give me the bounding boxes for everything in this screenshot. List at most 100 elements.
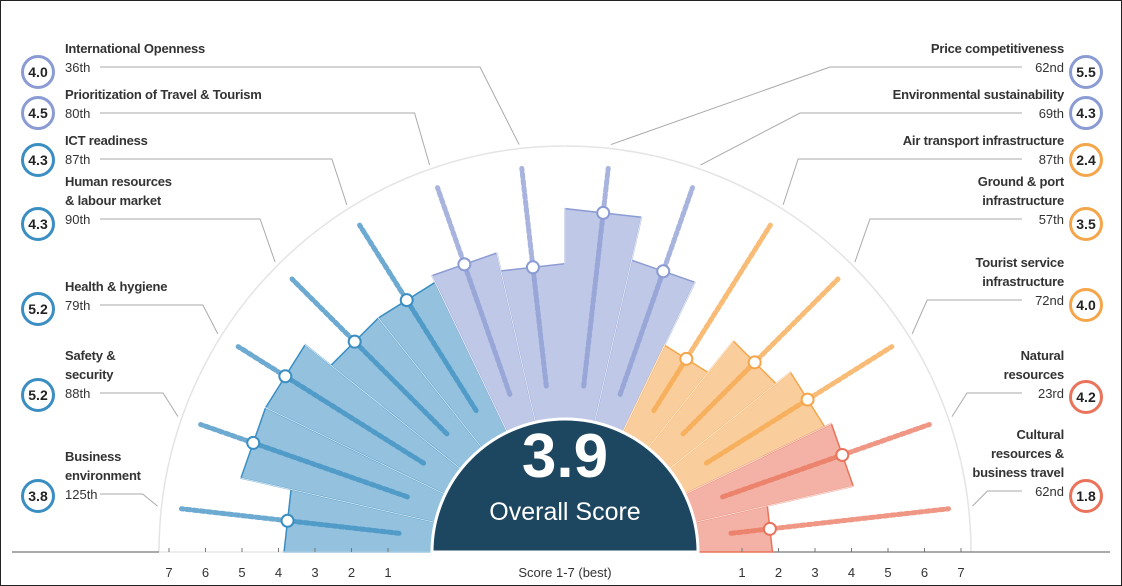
pillar-label: Human resources & labour market 90th bbox=[65, 172, 172, 229]
score-marker bbox=[457, 257, 472, 272]
score-badge: 5.5 bbox=[1069, 55, 1103, 89]
pillar-name: Tourist service infrastructure bbox=[975, 255, 1064, 289]
pillar-name: Business environment bbox=[65, 449, 141, 483]
overall-score: 3.9 bbox=[522, 422, 608, 491]
pillar-rank: 87th bbox=[65, 152, 91, 167]
leader-line bbox=[100, 112, 431, 166]
distribution bbox=[617, 185, 695, 397]
distribution bbox=[435, 185, 513, 397]
x-tick-label: 3 bbox=[811, 565, 818, 580]
leader-line bbox=[972, 490, 1022, 507]
pillar-name: Air transport infrastructure bbox=[902, 133, 1064, 148]
score-badge: 1.8 bbox=[1069, 479, 1103, 513]
overall-label: Overall Score bbox=[489, 498, 640, 526]
score-badge: 4.0 bbox=[21, 55, 55, 89]
score-badge: 3.8 bbox=[21, 479, 55, 513]
pillar-label: Cultural resources & business travel 62nd bbox=[972, 425, 1064, 501]
pillar-rank: 62nd bbox=[1035, 484, 1064, 499]
score-marker bbox=[679, 351, 694, 366]
leader-line bbox=[610, 66, 1022, 146]
leader-line bbox=[951, 392, 1022, 417]
x-tick-label: 6 bbox=[202, 565, 209, 580]
pillar-name: Human resources & labour market bbox=[65, 174, 172, 208]
pillar-label: International Openness 36th bbox=[65, 39, 205, 77]
score-badge: 4.3 bbox=[1069, 96, 1103, 130]
score-marker bbox=[835, 447, 850, 462]
distribution bbox=[357, 222, 479, 414]
pillar-name: Ground & port infrastructure bbox=[977, 174, 1064, 208]
score-marker bbox=[278, 369, 293, 384]
distribution bbox=[651, 222, 773, 414]
score-badge: 4.3 bbox=[21, 207, 55, 241]
x-axis-label: Score 1-7 (best) bbox=[518, 565, 611, 580]
score-marker bbox=[246, 435, 261, 450]
pillar-rank: 62nd bbox=[1035, 60, 1064, 75]
pillar-rank: 23rd bbox=[1037, 386, 1064, 401]
leader-line bbox=[100, 218, 276, 263]
pillar-name: ICT readiness bbox=[65, 133, 148, 148]
x-tick-label: 2 bbox=[348, 565, 355, 580]
distribution bbox=[235, 344, 427, 466]
pillar-label: Environmental sustainability 69th bbox=[892, 85, 1065, 123]
score-marker bbox=[596, 205, 611, 220]
pillar-label: Safety & security 88th bbox=[65, 346, 116, 403]
leader-line bbox=[100, 392, 179, 417]
center-disc bbox=[430, 417, 700, 554]
leader-line bbox=[100, 158, 348, 205]
score-marker bbox=[747, 355, 762, 370]
leader-line bbox=[700, 112, 1022, 166]
pillar-rank: 72nd bbox=[1035, 293, 1064, 308]
pillar-label: Air transport infrastructure 87th bbox=[903, 131, 1064, 169]
pillar-label: ICT readiness 87th bbox=[65, 131, 148, 169]
pillar-name: Natural resources bbox=[1003, 348, 1065, 382]
pillar-rank: 79th bbox=[65, 298, 91, 313]
pillar-rank: 125th bbox=[65, 487, 98, 502]
x-tick-label: 7 bbox=[165, 565, 172, 580]
x-tick-label: 4 bbox=[848, 565, 855, 580]
pillar-rank: 90th bbox=[65, 212, 91, 227]
distribution bbox=[703, 344, 895, 466]
score-marker bbox=[800, 392, 815, 407]
pillar-rank: 87th bbox=[1038, 152, 1064, 167]
distribution bbox=[581, 165, 611, 389]
pillar-name: Prioritization of Travel & Tourism bbox=[65, 87, 262, 102]
score-badge: 4.0 bbox=[1069, 288, 1103, 322]
x-tick-label: 1 bbox=[384, 565, 391, 580]
score-badge: 5.2 bbox=[21, 292, 55, 326]
x-tick-label: 6 bbox=[921, 565, 928, 580]
pillar-name: Price competitiveness bbox=[930, 41, 1064, 56]
pillar-name: Health & hygiene bbox=[65, 279, 168, 294]
score-marker bbox=[525, 260, 540, 275]
score-badge: 4.5 bbox=[21, 96, 55, 130]
distribution bbox=[720, 422, 932, 500]
leader-line bbox=[100, 493, 158, 507]
pillar-name: Environmental sustainability bbox=[892, 87, 1065, 102]
score-badge: 4.2 bbox=[1069, 380, 1103, 414]
x-tick-label: 5 bbox=[884, 565, 891, 580]
x-tick-label: 5 bbox=[238, 565, 245, 580]
pillar-rank: 57th bbox=[1038, 212, 1064, 227]
distribution bbox=[519, 165, 549, 389]
leader-line bbox=[782, 158, 1022, 205]
pillar-label: Natural resources 23rd bbox=[1003, 346, 1065, 403]
leader-line bbox=[100, 304, 219, 335]
score-badge: 5.2 bbox=[21, 378, 55, 412]
pillar-rank: 69th bbox=[1038, 106, 1064, 121]
distribution bbox=[198, 422, 410, 500]
score-marker bbox=[656, 264, 671, 279]
leader-line bbox=[100, 66, 520, 145]
pillar-label: Tourist service infrastructure 72nd bbox=[975, 253, 1064, 310]
x-tick-label: 2 bbox=[775, 565, 782, 580]
score-marker bbox=[280, 513, 295, 528]
pillar-label: Ground & port infrastructure 57th bbox=[978, 172, 1064, 229]
pillar-name: Safety & security bbox=[65, 348, 116, 382]
pillar-label: Price competitiveness 62nd bbox=[931, 39, 1064, 77]
distribution bbox=[680, 276, 841, 437]
pillar-label: Business environment 125th bbox=[65, 447, 141, 504]
x-tick-label: 4 bbox=[275, 565, 282, 580]
score-badge: 2.4 bbox=[1069, 143, 1103, 177]
pillar-rank: 88th bbox=[65, 386, 91, 401]
score-marker bbox=[762, 521, 777, 536]
x-tick-label: 1 bbox=[738, 565, 745, 580]
score-badge: 3.5 bbox=[1069, 207, 1103, 241]
